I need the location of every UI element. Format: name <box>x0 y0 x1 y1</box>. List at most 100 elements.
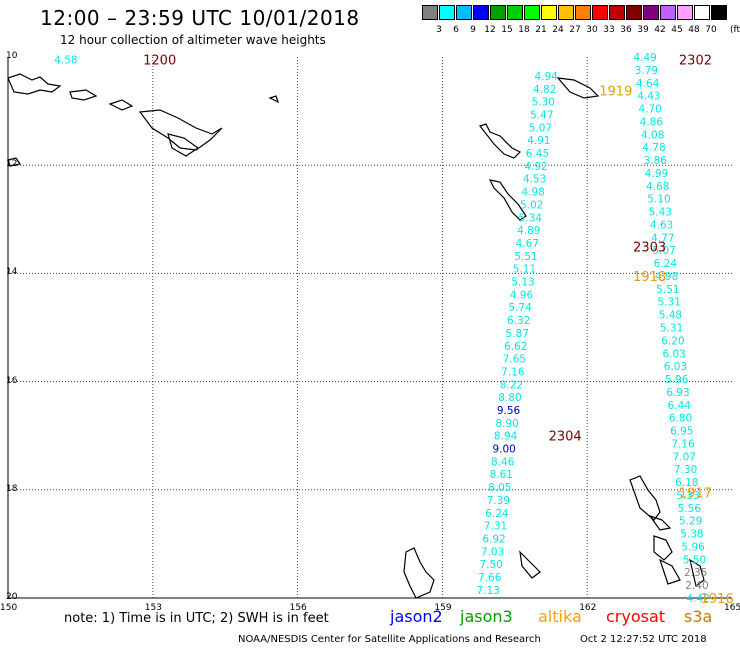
lon-tick-label: 165 <box>724 603 740 613</box>
scale-label: 48 <box>688 25 700 35</box>
track-b-wave-height: 6.95 <box>670 426 693 438</box>
track-a-wave-height: 8.90 <box>495 418 518 430</box>
island-new-guinea-tip <box>7 73 62 95</box>
scale-swatch <box>422 5 438 20</box>
scale-label: 6 <box>453 25 459 35</box>
track-b-wave-height: 4.64 <box>636 78 660 90</box>
map-subtitle: 12 hour collection of altimeter wave hei… <box>60 33 326 47</box>
pass-time-label: 2302 <box>679 54 712 69</box>
track-b-wave-height: 7.30 <box>674 464 697 476</box>
lon-tick-label: 156 <box>289 603 307 613</box>
track-b-wave-height: 6.93 <box>666 387 689 399</box>
scale-swatch <box>609 5 625 20</box>
track-a-wave-height: 7.31 <box>484 521 507 533</box>
track-b-wave-height: 5.43 <box>649 207 672 219</box>
track-a-wave-height: 5.47 <box>530 109 553 121</box>
track-a-wave-height: 8.46 <box>491 456 515 468</box>
lat-tick-label: 20 <box>6 592 18 602</box>
satellite-label-cryosat: cryosat <box>606 607 666 626</box>
island-loyalty-c <box>658 558 681 585</box>
track-c-wave-height: 4.58 <box>54 55 77 67</box>
track-b-wave-height: 6.03 <box>662 348 685 360</box>
track-a-wave-height: 8.94 <box>494 431 518 443</box>
track-b-wave-height: 5.07 <box>652 245 675 257</box>
scale-swatch <box>677 5 693 20</box>
pass-time-label: 1919 <box>599 85 632 100</box>
track-b-wave-height: 4.70 <box>638 104 661 116</box>
track-b-wave-height: 4.43 <box>637 91 660 103</box>
scale-swatch <box>507 5 523 20</box>
track-a-wave-height: 4.89 <box>517 225 540 237</box>
track-b-wave-height: 6.20 <box>661 335 684 347</box>
track-b-wave-height: 2.40 <box>685 580 708 592</box>
pass-time-label: 1200 <box>143 54 176 69</box>
lon-tick-label: 150 <box>0 603 18 613</box>
satellite-label-jason3: jason3 <box>460 607 513 626</box>
lat-lon-grid <box>8 57 732 598</box>
track-a-wave-height: 8.61 <box>490 469 513 481</box>
lat-tick-label: 12 <box>6 159 18 170</box>
track-b-wave-height: 4.99 <box>645 168 668 180</box>
scale-unit: (ft) <box>730 25 740 35</box>
scale-label: 18 <box>518 25 530 35</box>
track-b-wave-height: 2.35 <box>684 567 707 579</box>
scale-label: 36 <box>620 25 632 35</box>
island-dot-a <box>7 157 21 167</box>
island-outline-b <box>108 99 134 111</box>
track-b-wave-height: 6.44 <box>668 400 692 412</box>
track-a-wave-height: 5.74 <box>508 302 532 314</box>
satellite-label-altika: altika <box>538 607 582 626</box>
scale-swatch <box>694 5 710 20</box>
track-a-wave-height: 7.03 <box>481 546 504 558</box>
island-outline-a <box>69 89 98 101</box>
scale-label: 70 <box>705 25 717 35</box>
track-a-wave-height: 5.87 <box>506 328 529 340</box>
track-b-wave-height: 5.48 <box>659 310 682 322</box>
track-a-wave-height: 5.07 <box>529 122 552 134</box>
track-a-wave-height: 4.96 <box>510 289 534 301</box>
footer-timestamp: Oct 2 12:27:52 UTC 2018 <box>580 634 707 645</box>
track-b-wave-height: 4.98 <box>655 271 678 283</box>
scale-label: 21 <box>535 25 547 35</box>
track-b-wave-height: 4.49 <box>633 52 656 64</box>
scale-label: 30 <box>586 25 598 35</box>
scale-swatch <box>439 5 455 20</box>
pass-time-label: 2304 <box>549 430 582 445</box>
track-a-wave-height: 6.45 <box>526 148 549 160</box>
track-b-wave-height: 4.63 <box>650 219 673 231</box>
island-loyalty-b <box>653 535 673 561</box>
scale-swatch <box>643 5 659 20</box>
scale-swatch <box>456 5 472 20</box>
lat-tick-label: 16 <box>6 375 18 386</box>
track-a-wave-height: 7.16 <box>501 366 525 378</box>
scale-label: 42 <box>654 25 666 35</box>
pass-time-label: 2303 <box>633 240 666 255</box>
pass-time-label: 1916 <box>701 592 734 607</box>
track-a-wave-height: 4.91 <box>527 135 550 147</box>
track-b-wave-height: 7.16 <box>671 438 695 450</box>
scale-swatch <box>660 5 676 20</box>
island-rossel <box>167 133 200 157</box>
track-a-wave-height: 7.66 <box>478 572 502 584</box>
track-a-wave-height: 4.92 <box>524 161 547 173</box>
scale-label: 33 <box>603 25 615 35</box>
track-a-wave-height: 5.51 <box>514 251 537 263</box>
track-a-wave-height: 5.02 <box>520 199 543 211</box>
lon-tick-label: 162 <box>579 603 597 613</box>
island-rennell-group <box>479 123 522 159</box>
track-b-wave-height: 5.51 <box>656 284 679 296</box>
track-b-wave-height: 4.68 <box>646 181 669 193</box>
altimeter-tracks: 4.944.825.305.475.074.916.454.924.534.98… <box>54 52 733 607</box>
pass-time-label: 1918 <box>633 270 666 285</box>
scale-swatch <box>711 5 727 20</box>
scale-swatch <box>473 5 489 20</box>
satellite-label-jason2: jason2 <box>390 607 443 626</box>
island-dot-b <box>268 95 280 104</box>
track-a-wave-height: 7.50 <box>479 559 502 571</box>
footer-credit: NOAA/NESDIS Center for Satellite Applica… <box>238 634 541 645</box>
island-loyalty-a <box>648 514 672 531</box>
track-b-wave-height: 5.38 <box>680 529 703 541</box>
track-a-wave-height: 7.39 <box>487 495 510 507</box>
track-b-wave-height: 3.86 <box>644 155 668 167</box>
map-title: 12:00 – 23:59 UTC 10/01/2018 <box>40 6 360 30</box>
